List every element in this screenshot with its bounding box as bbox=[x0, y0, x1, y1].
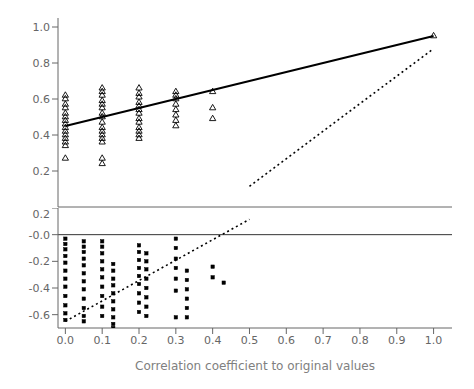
svg-text:Correlation coefficient to ori: Correlation coefficient to original valu… bbox=[135, 359, 375, 373]
svg-text:0.6: 0.6 bbox=[33, 93, 51, 106]
svg-text:0.7: 0.7 bbox=[314, 334, 332, 347]
svg-text:0.3: 0.3 bbox=[167, 334, 185, 347]
svg-text:0.9: 0.9 bbox=[388, 334, 406, 347]
svg-text:0.4: 0.4 bbox=[33, 129, 51, 142]
svg-text:0.2: 0.2 bbox=[33, 165, 51, 178]
svg-text:0.0: 0.0 bbox=[57, 334, 75, 347]
svg-text:-0.6: -0.6 bbox=[29, 309, 50, 322]
svg-text:0.6: 0.6 bbox=[278, 334, 296, 347]
svg-text:-0.2: -0.2 bbox=[29, 255, 50, 268]
svg-text:0.5: 0.5 bbox=[241, 334, 259, 347]
svg-text:0.8: 0.8 bbox=[33, 57, 51, 70]
svg-text:-0.0: -0.0 bbox=[29, 229, 50, 242]
svg-text:-0.4: -0.4 bbox=[29, 282, 50, 295]
svg-text:1.0: 1.0 bbox=[425, 334, 443, 347]
svg-text:1.0: 1.0 bbox=[33, 21, 51, 34]
svg-text:0.8: 0.8 bbox=[351, 334, 369, 347]
svg-text:0.1: 0.1 bbox=[93, 334, 111, 347]
svg-text:0.2: 0.2 bbox=[33, 208, 51, 221]
svg-text:0.4: 0.4 bbox=[204, 334, 222, 347]
svg-text:0.2: 0.2 bbox=[130, 334, 148, 347]
